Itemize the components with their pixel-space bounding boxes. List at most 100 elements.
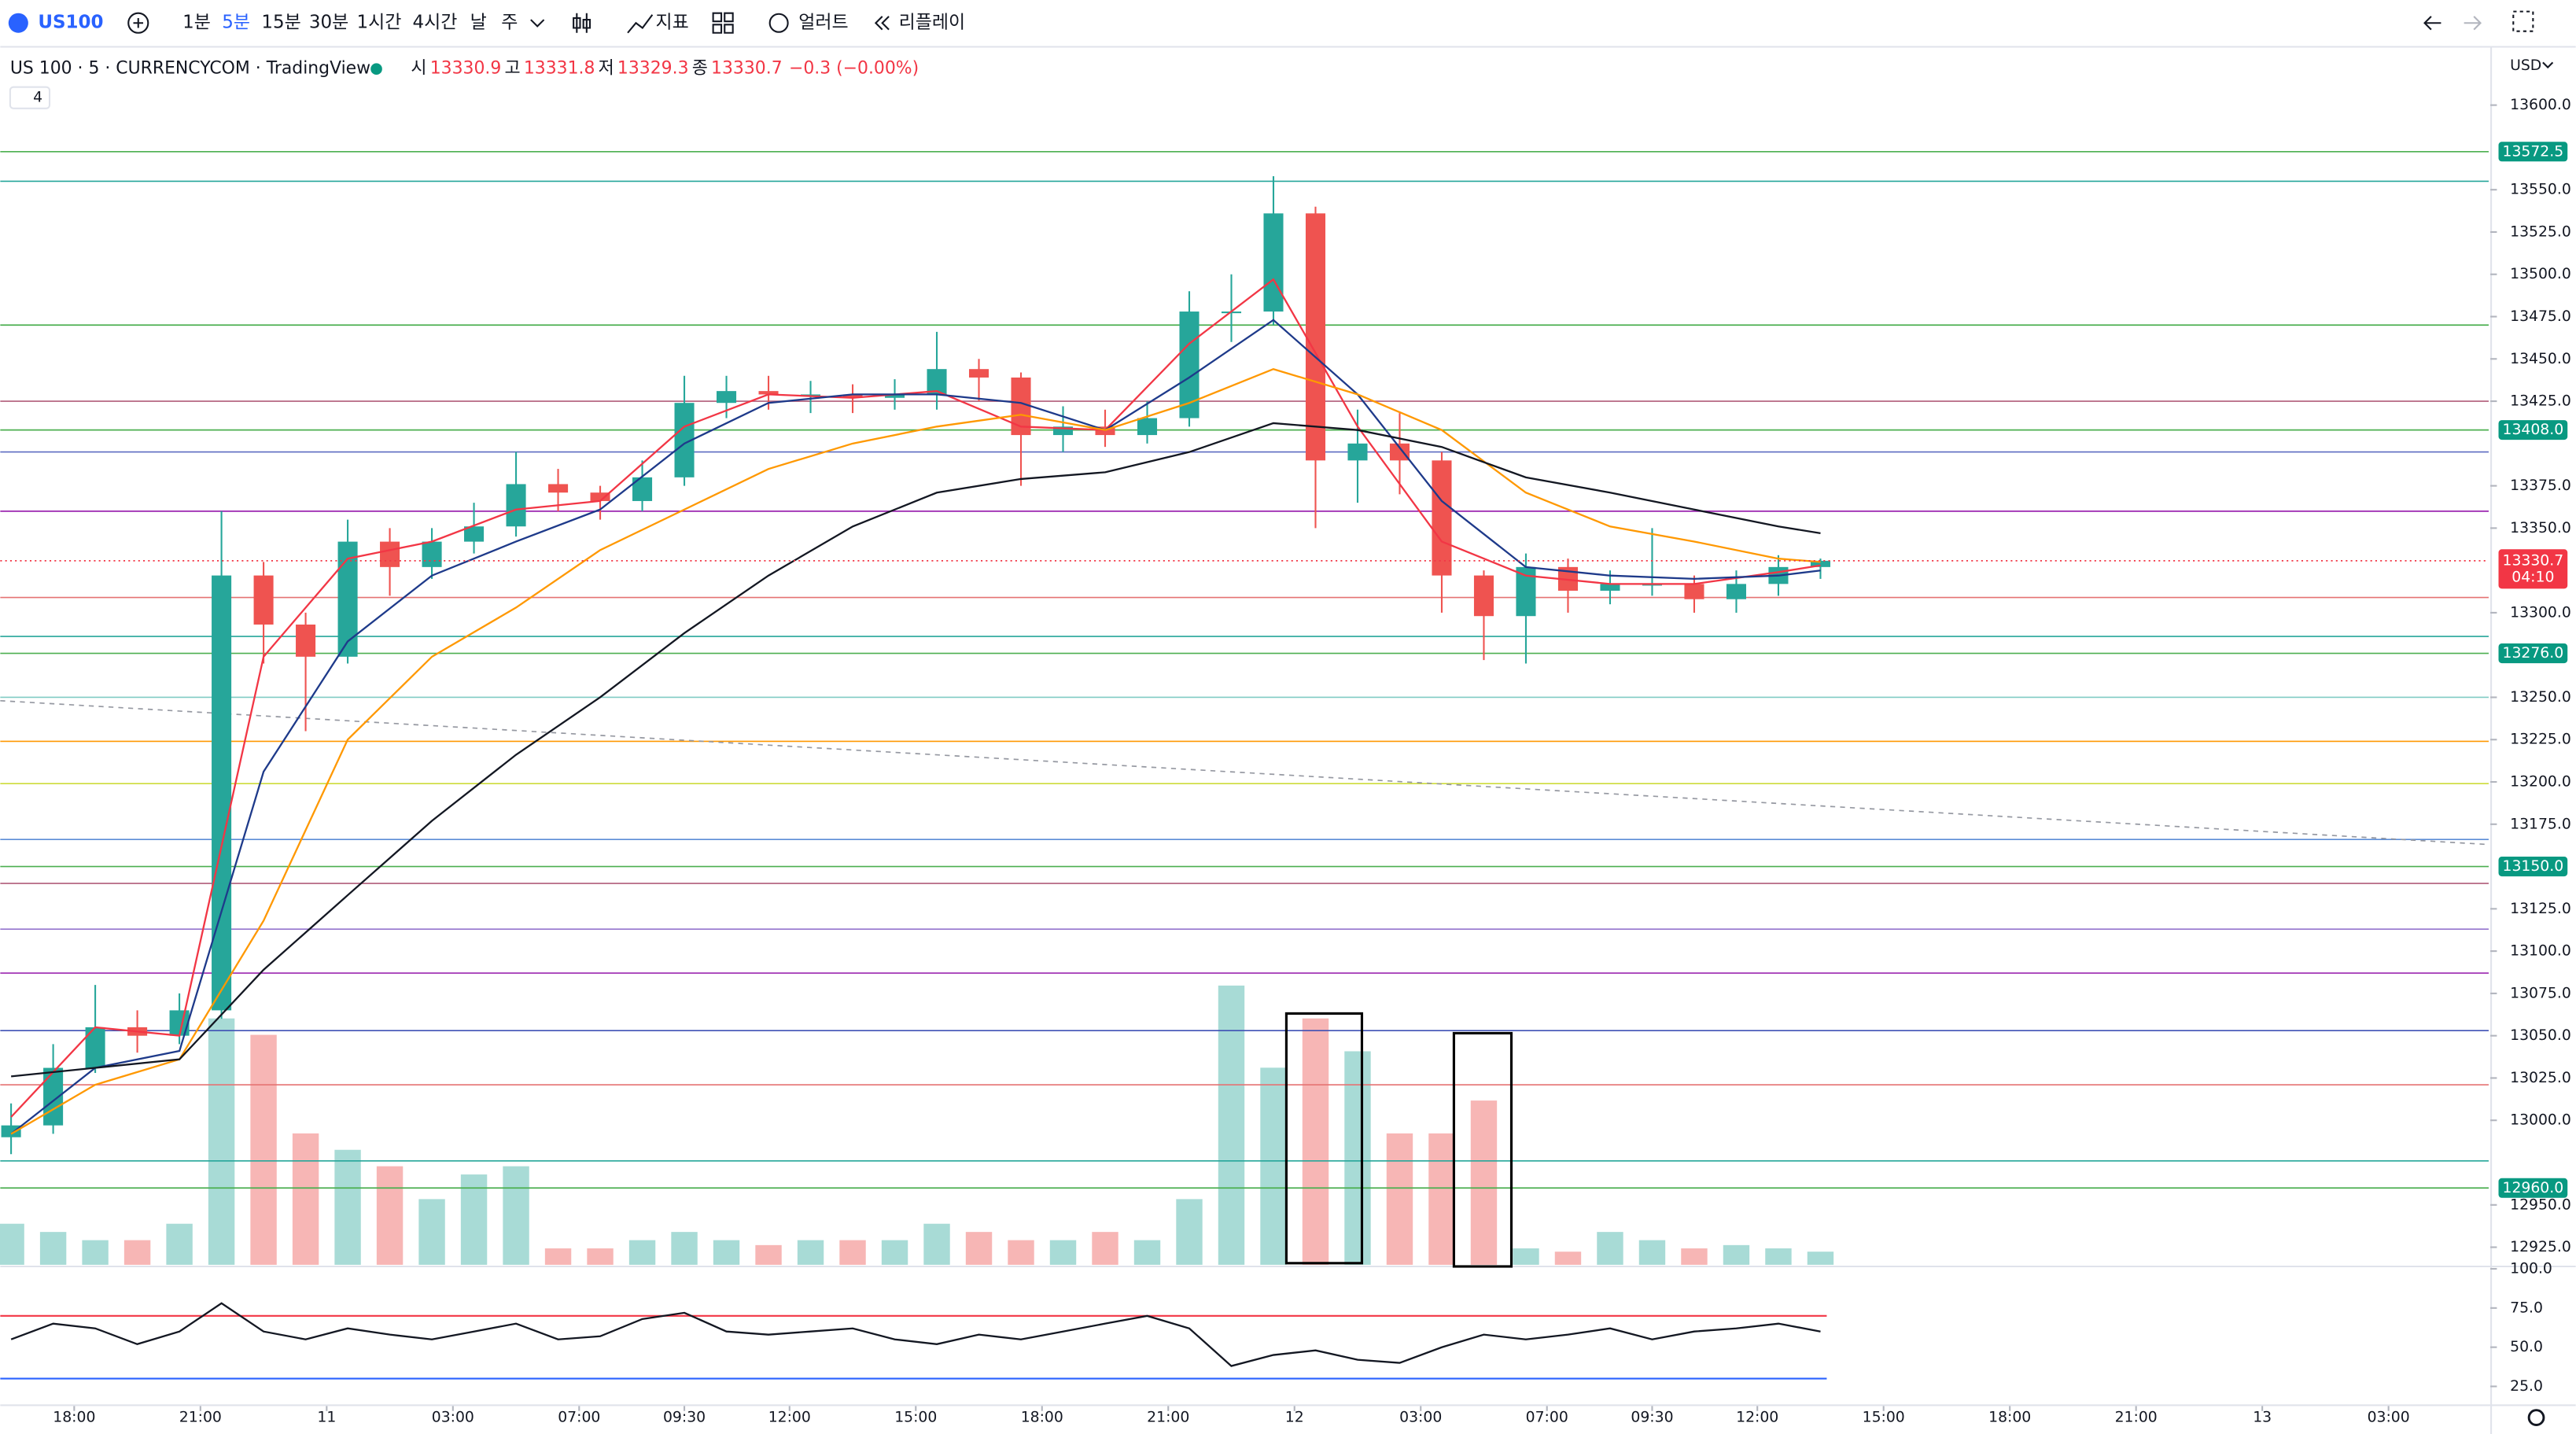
indicator-count: 4 <box>33 90 42 106</box>
volume-bar <box>250 1034 277 1265</box>
legend-item: 13330.7 <box>711 59 783 79</box>
volume-bar <box>755 1244 782 1265</box>
interval-button[interactable]: 주 <box>501 13 518 33</box>
volume-bar <box>292 1133 319 1265</box>
y-tick-label: 13050.0 <box>2510 1027 2571 1044</box>
settings[interactable] <box>2527 1409 2545 1426</box>
candle-body <box>1600 584 1620 591</box>
volume-bar <box>1133 1240 1161 1265</box>
candle-body <box>842 394 863 398</box>
volume-bar <box>1723 1244 1750 1265</box>
chart-type-icon[interactable] <box>573 13 591 33</box>
legend-item: 13329.3 <box>617 59 689 79</box>
interval-button[interactable]: 15분 <box>261 13 300 33</box>
y-tick-label: 13450.0 <box>2510 351 2571 367</box>
indicators-button[interactable]: 지표 <box>656 13 689 33</box>
x-tick-label: 09:30 <box>1631 1410 1673 1426</box>
interval-button[interactable]: 30분 <box>309 13 348 33</box>
candle-body <box>296 624 316 657</box>
price-label: 13150.0 <box>2503 858 2564 875</box>
y-tick-label: 12950.0 <box>2510 1196 2571 1213</box>
candle-body <box>506 484 526 527</box>
volume-bar <box>544 1248 572 1265</box>
volume-bar <box>1218 985 1245 1265</box>
toolbar <box>0 0 2576 46</box>
volume-bar <box>881 1240 908 1265</box>
alerts-button[interactable]: 얼러트 <box>798 13 848 33</box>
volume-bar <box>671 1232 698 1265</box>
volume-bar <box>1513 1248 1539 1265</box>
add-symbol[interactable] <box>127 12 149 34</box>
x-tick-label: 03:00 <box>1399 1410 1442 1426</box>
replay-button[interactable]: 리플레이 <box>899 13 966 33</box>
replay-icon[interactable] <box>874 16 890 31</box>
volume-bar <box>1260 1067 1287 1265</box>
volume-bar <box>82 1240 109 1265</box>
x-tick-label: 07:00 <box>558 1410 600 1426</box>
interval-button[interactable]: 날 <box>470 13 487 33</box>
interval-button[interactable]: 4시간 <box>412 13 457 33</box>
interval-button[interactable]: 1시간 <box>356 13 401 33</box>
candle-body <box>968 369 989 378</box>
candle-body <box>1011 377 1031 436</box>
y-tick-label: 13425.0 <box>2510 393 2571 410</box>
price-label-bg <box>2498 857 2568 877</box>
add-symbol-plus <box>133 17 144 28</box>
y-tick-label: 13600.0 <box>2510 97 2571 113</box>
volume-bar <box>1344 1051 1371 1265</box>
price-label: 12960.0 <box>2503 1180 2564 1196</box>
moving-average <box>10 368 1821 1135</box>
symbol-icon[interactable] <box>8 13 28 33</box>
volume-bar <box>1681 1248 1708 1265</box>
symbol[interactable]: US100 <box>38 13 103 33</box>
candle-body <box>253 575 274 625</box>
x-tick-label: 12:00 <box>1736 1410 1778 1426</box>
candle-body <box>1137 418 1158 436</box>
candle-body <box>1389 443 1410 461</box>
y-tick-label: 50.0 <box>2510 1339 2543 1355</box>
y-tick-label: 100.0 <box>2510 1260 2552 1277</box>
y-tick-label: 13500.0 <box>2510 266 2571 282</box>
volume-bar <box>1008 1240 1034 1265</box>
candle-body <box>212 575 232 1011</box>
fullscreen[interactable] <box>2512 10 2534 32</box>
redo[interactable] <box>2464 16 2482 31</box>
volume-bar <box>460 1174 488 1265</box>
x-tick-label: 13 <box>2253 1410 2272 1426</box>
volume-bar <box>713 1240 740 1265</box>
volume-bar <box>797 1240 824 1265</box>
indicators-icon[interactable] <box>627 14 654 34</box>
volume-bar <box>965 1232 993 1265</box>
price-label: 13276.0 <box>2503 645 2564 662</box>
moving-average <box>10 319 1821 1135</box>
interval-dropdown[interactable] <box>530 19 545 28</box>
interval-button[interactable]: 1분 <box>182 13 211 33</box>
undo[interactable] <box>2423 16 2441 31</box>
volume-bar <box>1302 1018 1329 1265</box>
x-tick-label: 09:30 <box>663 1410 706 1426</box>
y-tick-label: 75.0 <box>2510 1299 2543 1316</box>
price-label-bg <box>2498 643 2568 664</box>
y-tick-label: 13200.0 <box>2510 774 2571 791</box>
x-tick-label: 15:00 <box>1863 1410 1905 1426</box>
y-tick-label: 13300.0 <box>2510 604 2571 621</box>
volume-bar <box>503 1166 529 1265</box>
x-tick-label: 18:00 <box>1988 1410 2031 1426</box>
x-tick-label: 07:00 <box>1526 1410 1568 1426</box>
y-tick-label: 13350.0 <box>2510 520 2571 536</box>
price-label-bg <box>2498 1178 2568 1198</box>
volume-bar <box>587 1248 614 1265</box>
y-tick-label: 25.0 <box>2510 1378 2543 1395</box>
indicator-toggle[interactable] <box>9 86 51 109</box>
price-label: 13408.0 <box>2503 422 2564 438</box>
layout-icon[interactable] <box>712 12 734 34</box>
volume-bar <box>839 1240 866 1265</box>
alert-icon[interactable] <box>768 13 789 33</box>
volume-bar <box>123 1240 151 1265</box>
interval-button[interactable]: 5분 <box>222 13 250 33</box>
currency: USD <box>2510 57 2541 74</box>
y-tick-label: 13075.0 <box>2510 985 2571 1001</box>
currency-dropdown[interactable] <box>2542 61 2554 69</box>
